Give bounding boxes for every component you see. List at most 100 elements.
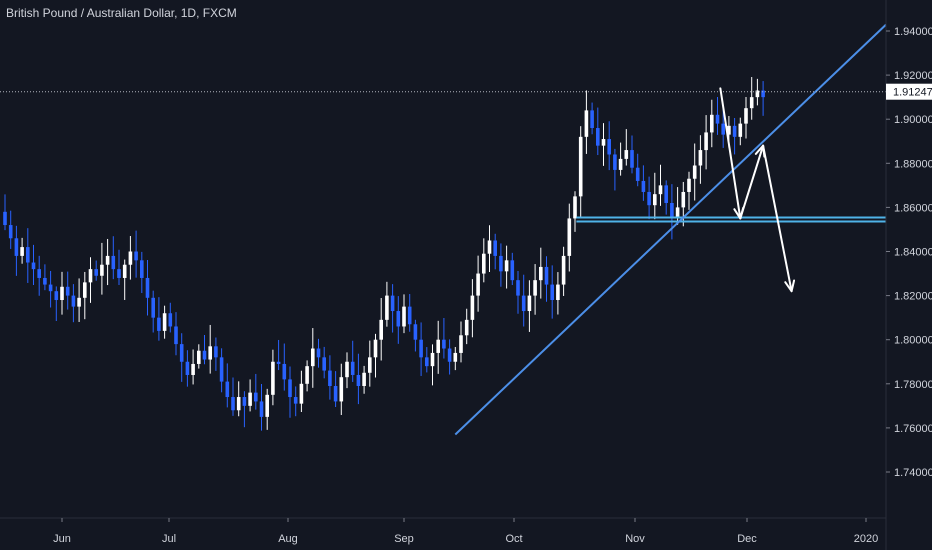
candle-body (83, 282, 87, 298)
candle-body (219, 357, 224, 382)
candle (271, 349, 275, 406)
candle-body (744, 108, 748, 124)
candle (687, 171, 691, 210)
candle-body (550, 284, 554, 301)
candle (134, 230, 138, 278)
candle (482, 238, 486, 283)
candle (373, 333, 378, 378)
x-tick-label: Jul (162, 533, 176, 545)
candle-body (561, 255, 566, 285)
candle-body (231, 397, 235, 411)
candle (54, 286, 59, 322)
candle-body (31, 262, 36, 270)
candle (14, 225, 19, 276)
candle (259, 384, 264, 431)
candle (299, 370, 304, 413)
candle (214, 337, 218, 371)
x-tick-label: Oct (505, 533, 522, 545)
candle (732, 118, 737, 155)
x-tick-label: Jun (53, 533, 71, 545)
candle-body (670, 202, 674, 219)
candle-body (134, 251, 138, 261)
candle (521, 274, 526, 327)
candle (219, 348, 224, 393)
candle-body (77, 297, 81, 307)
candle (590, 102, 594, 135)
candle-body (447, 348, 452, 362)
candle (100, 242, 104, 295)
x-tick-label: Sep (394, 533, 414, 545)
candle-body (590, 110, 594, 129)
candle (459, 321, 463, 363)
candle-body (692, 165, 697, 179)
candle (71, 284, 76, 323)
candle (596, 107, 600, 156)
candle (499, 243, 503, 287)
candle (3, 194, 7, 231)
candle-body (71, 295, 76, 307)
candle-body (653, 194, 657, 206)
candle (698, 135, 703, 184)
candle-body (214, 346, 218, 358)
candle-body (48, 284, 53, 292)
candle (322, 346, 326, 379)
candle-body (94, 269, 98, 276)
candle (658, 164, 663, 206)
candle (276, 339, 281, 371)
candle (236, 381, 241, 417)
candle (601, 123, 606, 166)
candle-body (567, 218, 572, 256)
candle (185, 350, 190, 387)
candle (618, 142, 623, 176)
candle-body (111, 255, 116, 270)
candle-body (145, 277, 150, 298)
arrow-segment (719, 87, 742, 220)
candle (362, 365, 366, 394)
candle-body (761, 90, 765, 98)
candle (111, 236, 116, 280)
price-axis[interactable]: 1.94000 1.92000 1.90000 1.88000 1.86000 1.840… (886, 26, 932, 479)
candle-body (482, 253, 486, 274)
candle (715, 97, 720, 135)
candle-body (333, 386, 338, 402)
candle-body (721, 123, 725, 135)
candle-body (265, 394, 269, 417)
candle (430, 344, 435, 386)
candle (368, 340, 372, 387)
candle (151, 290, 155, 333)
candle-body (368, 357, 372, 373)
candle-body (493, 240, 497, 256)
trend-line (454, 23, 887, 436)
candle-body (379, 319, 383, 340)
candle-body (749, 97, 754, 109)
candle-body (162, 313, 167, 331)
candle-body (402, 306, 406, 327)
candle-body (339, 377, 344, 402)
candle-body (345, 361, 349, 378)
candle (442, 318, 446, 359)
candle-body (362, 372, 366, 387)
candle (333, 371, 338, 407)
y-tick-label: 1.84000 (894, 247, 932, 259)
candle (225, 363, 230, 408)
candle (65, 271, 70, 310)
candle-body (271, 361, 275, 395)
candle-body (385, 295, 389, 320)
candle (419, 322, 423, 376)
candle-body (350, 361, 355, 375)
candle-body (185, 361, 190, 375)
candle-body (738, 123, 743, 137)
candle-body (578, 136, 583, 197)
candle-body (425, 357, 429, 367)
y-tick-label: 1.86000 (894, 202, 932, 214)
candle-body (26, 247, 30, 263)
candle-body (658, 185, 663, 195)
time-axis[interactable]: Jun Jul Aug Sep Oct Nov Dec 2020 (53, 518, 878, 545)
candle (561, 246, 566, 296)
candle (248, 379, 252, 412)
candle (670, 184, 674, 240)
candle (396, 296, 401, 344)
candle (436, 320, 440, 374)
candle-body (613, 154, 617, 170)
